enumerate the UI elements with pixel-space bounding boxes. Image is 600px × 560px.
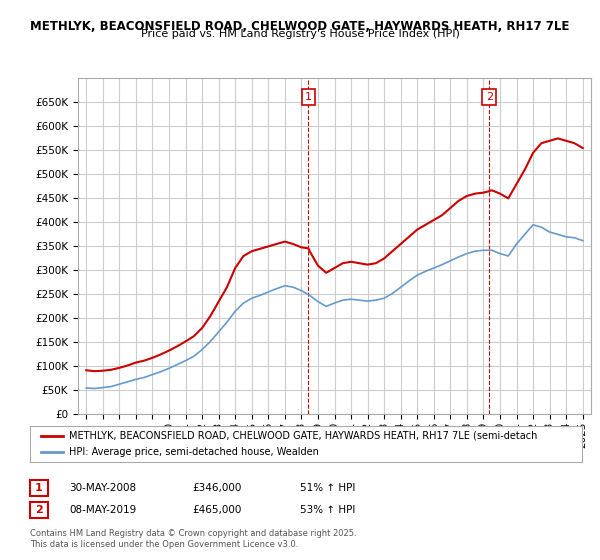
Text: 1: 1	[305, 92, 312, 102]
Text: 30-MAY-2008: 30-MAY-2008	[69, 483, 136, 493]
Text: 51% ↑ HPI: 51% ↑ HPI	[300, 483, 355, 493]
Text: Price paid vs. HM Land Registry's House Price Index (HPI): Price paid vs. HM Land Registry's House …	[140, 29, 460, 39]
Text: 2: 2	[35, 505, 43, 515]
Text: £346,000: £346,000	[192, 483, 241, 493]
Text: METHLYK, BEACONSFIELD ROAD, CHELWOOD GATE, HAYWARDS HEATH, RH17 7LE: METHLYK, BEACONSFIELD ROAD, CHELWOOD GAT…	[31, 20, 569, 32]
Text: 2: 2	[486, 92, 493, 102]
Text: METHLYK, BEACONSFIELD ROAD, CHELWOOD GATE, HAYWARDS HEATH, RH17 7LE (semi-detach: METHLYK, BEACONSFIELD ROAD, CHELWOOD GAT…	[68, 431, 537, 441]
Text: £465,000: £465,000	[192, 505, 241, 515]
Text: 53% ↑ HPI: 53% ↑ HPI	[300, 505, 355, 515]
Text: Contains HM Land Registry data © Crown copyright and database right 2025.
This d: Contains HM Land Registry data © Crown c…	[30, 529, 356, 549]
Text: 08-MAY-2019: 08-MAY-2019	[69, 505, 136, 515]
Text: 1: 1	[35, 483, 43, 493]
Text: HPI: Average price, semi-detached house, Wealden: HPI: Average price, semi-detached house,…	[68, 447, 319, 457]
